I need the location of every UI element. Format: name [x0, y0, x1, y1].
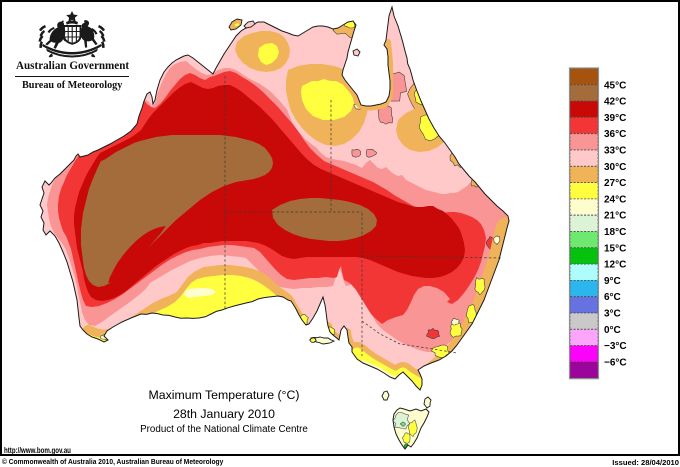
svg-text:42°C: 42°C — [604, 97, 626, 108]
svg-text:0°C: 0°C — [604, 325, 621, 336]
svg-text:45°C: 45°C — [604, 80, 626, 91]
svg-text:18°C: 18°C — [604, 227, 626, 238]
svg-text:9°C: 9°C — [604, 276, 621, 287]
svg-text:33°C: 33°C — [604, 146, 626, 157]
svg-text:12°C: 12°C — [604, 260, 626, 271]
svg-text:30°C: 30°C — [604, 162, 626, 173]
svg-text:−3°C: −3°C — [604, 341, 627, 352]
svg-text:3°C: 3°C — [604, 309, 621, 320]
svg-text:36°C: 36°C — [604, 129, 626, 140]
svg-text:−6°C: −6°C — [604, 357, 627, 368]
svg-text:15°C: 15°C — [604, 243, 626, 254]
svg-text:24°C: 24°C — [604, 194, 626, 205]
svg-text:27°C: 27°C — [604, 178, 626, 189]
svg-text:21°C: 21°C — [604, 211, 626, 222]
svg-text:39°C: 39°C — [604, 113, 626, 124]
svg-text:6°C: 6°C — [604, 292, 621, 303]
